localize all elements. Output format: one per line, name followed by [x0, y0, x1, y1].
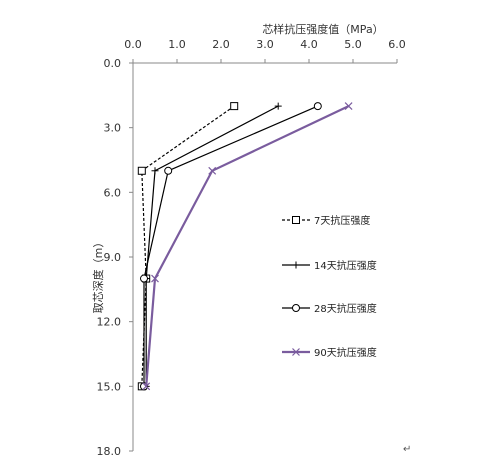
data-point [344, 102, 353, 111]
x-tick-label: 1.0 [168, 38, 186, 51]
series-2 [142, 102, 282, 390]
legend-item: 28天抗压强度 [282, 302, 377, 315]
x-tick-label: 5.0 [344, 38, 362, 51]
y-axis-ticks: 0.0 3.0 6.0 9.0 12.0 15.0 18.0 [97, 57, 133, 458]
x-axis-ticks: 0.0 1.0 2.0 3.0 4.0 5.0 6.0 [124, 38, 406, 63]
legend-item: 14天抗压强度 [282, 259, 377, 272]
x-tick-label: 0.0 [124, 38, 142, 51]
y-tick-label: 18.0 [97, 445, 122, 458]
legend: 7天抗压强度 14天抗压强度 28天抗压强度 90天抗压强度 [282, 214, 377, 359]
y-tick-label: 0.0 [104, 57, 122, 70]
paragraph-return-mark: ↵ [403, 444, 412, 455]
x-axis-title: 芯样抗压强度值（MPa） [262, 22, 383, 36]
data-point [151, 167, 159, 175]
y-axis-title: 取芯深度（m） [91, 237, 105, 314]
series-line [145, 105, 279, 387]
data-point [274, 102, 282, 110]
x-tick-label: 6.0 [388, 38, 406, 51]
data-point [137, 166, 146, 175]
plot-frame [132, 62, 397, 451]
x-tick-label: 4.0 [300, 38, 318, 51]
y-tick-label: 3.0 [104, 122, 122, 135]
legend-marker [292, 216, 300, 224]
y-tick-label: 15.0 [97, 380, 122, 393]
data-point [164, 166, 173, 175]
y-tick-label: 6.0 [104, 186, 122, 199]
y-tick-label: 12.0 [97, 316, 122, 329]
y-tick-label: 9.0 [104, 251, 122, 264]
data-point [151, 274, 159, 283]
data-point [208, 166, 217, 175]
data-point [142, 382, 151, 391]
series-line [145, 105, 350, 387]
legend-label: 14天抗压强度 [314, 259, 377, 272]
series-4 [142, 102, 353, 391]
legend-item: 90天抗压强度 [282, 346, 377, 359]
data-point [140, 274, 148, 283]
series-1 [137, 102, 239, 391]
series-line [141, 105, 235, 387]
legend-label: 28天抗压强度 [314, 302, 377, 315]
legend-label: 7天抗压强度 [314, 214, 370, 227]
legend-item: 7天抗压强度 [282, 214, 370, 227]
legend-marker [292, 304, 300, 312]
data-point [230, 102, 239, 111]
series-line [143, 105, 319, 387]
legend-label: 90天抗压强度 [314, 346, 377, 359]
series-3 [140, 102, 322, 391]
data-point [313, 102, 322, 111]
legend-marker [292, 261, 300, 269]
x-tick-label: 3.0 [256, 38, 274, 51]
legend-marker [292, 348, 300, 356]
series-lines [137, 102, 353, 391]
x-tick-label: 2.0 [212, 38, 230, 51]
